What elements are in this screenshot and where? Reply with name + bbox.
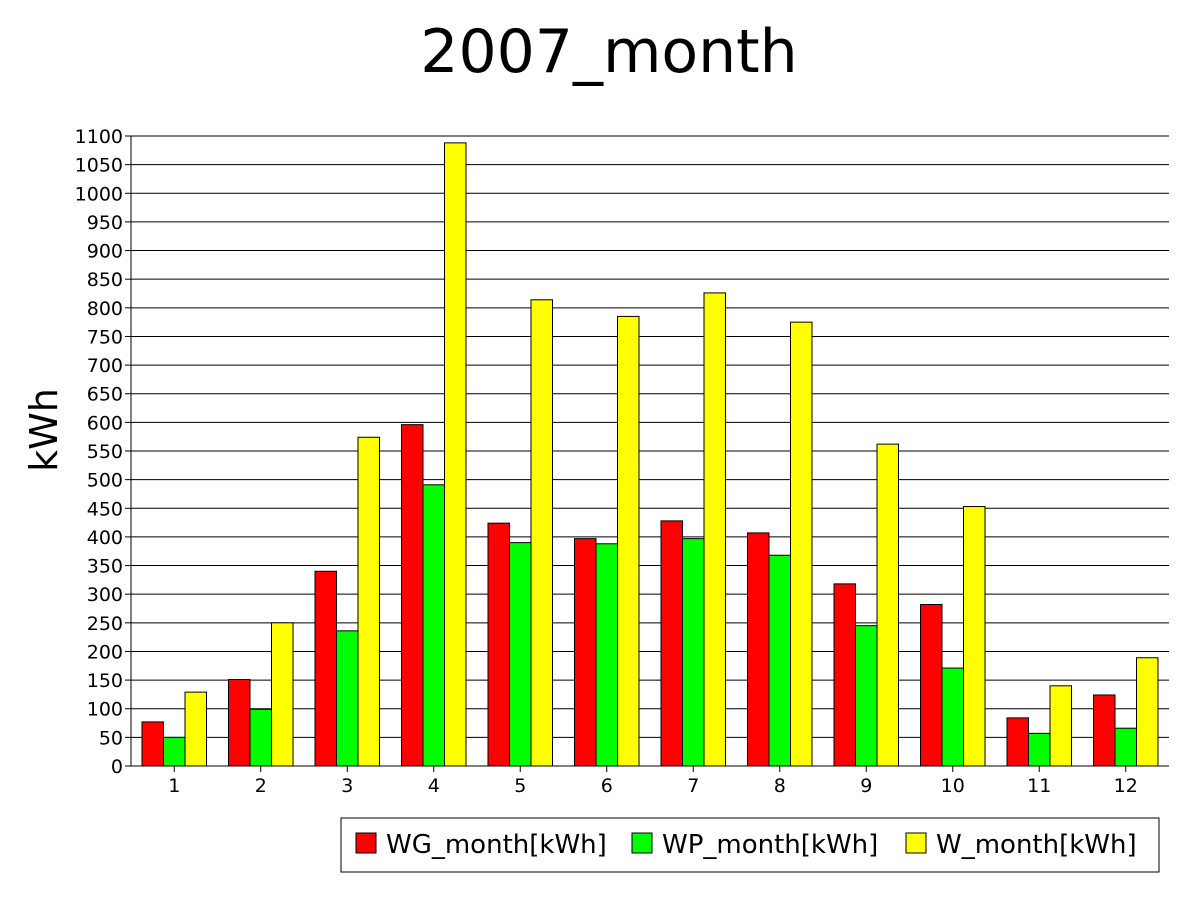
y-tick-label: 50 xyxy=(99,727,123,749)
legend-box xyxy=(340,817,1160,873)
gridlines xyxy=(131,135,1169,767)
y-tick-label: 1100 xyxy=(75,126,123,148)
y-tick-label: 850 xyxy=(87,269,123,291)
bar xyxy=(314,570,337,767)
bar xyxy=(401,424,424,767)
y-axis-ticks: 0 50 100 150 200 250 300 350 400 450 500 550 600 650 7… xyxy=(75,126,131,778)
bar xyxy=(574,538,597,767)
y-tick-label: 300 xyxy=(87,584,123,606)
y-tick-label: 600 xyxy=(87,412,123,434)
bar xyxy=(1006,717,1029,767)
bar xyxy=(833,583,856,767)
y-tick-label: 350 xyxy=(87,556,123,578)
bar xyxy=(1093,694,1116,767)
bar xyxy=(271,622,294,767)
bar xyxy=(768,554,791,767)
legend-label: WP_month[kWh] xyxy=(662,830,878,860)
y-tick-label: 1050 xyxy=(75,155,123,177)
x-tick-label: 5 xyxy=(514,775,526,797)
bar xyxy=(357,436,380,767)
bar xyxy=(487,522,510,767)
legend: WG_month[kWh] WP_month[kWh] W_month[kWh] xyxy=(340,817,1160,873)
y-tick-label: 800 xyxy=(87,298,123,320)
bar xyxy=(422,484,445,767)
y-tick-label: 0 xyxy=(111,756,123,778)
bar xyxy=(682,538,705,767)
bar xyxy=(876,443,899,767)
bar xyxy=(703,292,726,767)
x-tick-label: 2 xyxy=(255,775,267,797)
y-tick-label: 500 xyxy=(87,470,123,492)
x-tick-label: 6 xyxy=(601,775,613,797)
bar xyxy=(509,542,532,767)
x-tick-label: 1 xyxy=(168,775,180,797)
legend-label: WG_month[kWh] xyxy=(386,830,607,860)
bar xyxy=(1136,657,1159,767)
legend-swatch xyxy=(631,832,653,854)
x-tick-label: 3 xyxy=(341,775,353,797)
bars xyxy=(141,142,1159,767)
y-tick-label: 200 xyxy=(87,641,123,663)
x-tick-label: 9 xyxy=(860,775,872,797)
bar xyxy=(184,691,207,767)
bar xyxy=(941,667,964,767)
legend-label: W_month[kWh] xyxy=(936,830,1137,860)
bar xyxy=(249,708,272,767)
bar xyxy=(228,679,251,767)
y-tick-label: 150 xyxy=(87,670,123,692)
bar xyxy=(1049,685,1072,767)
bar xyxy=(963,506,986,767)
y-axis-label: kWh xyxy=(22,388,66,472)
bar xyxy=(1028,732,1051,767)
x-tick-label: 8 xyxy=(774,775,786,797)
x-tick-label: 7 xyxy=(687,775,699,797)
y-tick-label: 100 xyxy=(87,699,123,721)
y-tick-label: 950 xyxy=(87,212,123,234)
bar xyxy=(920,603,943,767)
bar xyxy=(141,721,164,767)
x-tick-label: 11 xyxy=(1027,775,1051,797)
bar xyxy=(617,315,640,767)
y-tick-label: 250 xyxy=(87,613,123,635)
x-axis-ticks: 1 2 3 4 5 6 7 8 9 10 11 12 xyxy=(168,766,1138,797)
x-tick-label: 12 xyxy=(1114,775,1138,797)
chart-title: 2007_month xyxy=(420,17,797,87)
bar xyxy=(660,520,683,767)
bar xyxy=(336,630,359,767)
x-tick-label: 10 xyxy=(941,775,965,797)
y-tick-label: 650 xyxy=(87,384,123,406)
bar xyxy=(444,142,467,767)
y-tick-label: 900 xyxy=(87,241,123,263)
y-tick-label: 700 xyxy=(87,355,123,377)
bar xyxy=(790,321,813,767)
bar xyxy=(747,532,770,767)
legend-swatch xyxy=(355,832,377,854)
y-tick-label: 400 xyxy=(87,527,123,549)
x-tick-label: 4 xyxy=(428,775,440,797)
bar xyxy=(530,299,553,767)
bar xyxy=(855,625,878,767)
y-tick-label: 550 xyxy=(87,441,123,463)
y-tick-label: 450 xyxy=(87,498,123,520)
bar xyxy=(595,543,618,767)
y-tick-label: 750 xyxy=(87,326,123,348)
bar xyxy=(1114,727,1137,767)
bar xyxy=(163,736,186,767)
legend-swatch xyxy=(905,832,927,854)
y-tick-label: 1000 xyxy=(75,183,123,205)
